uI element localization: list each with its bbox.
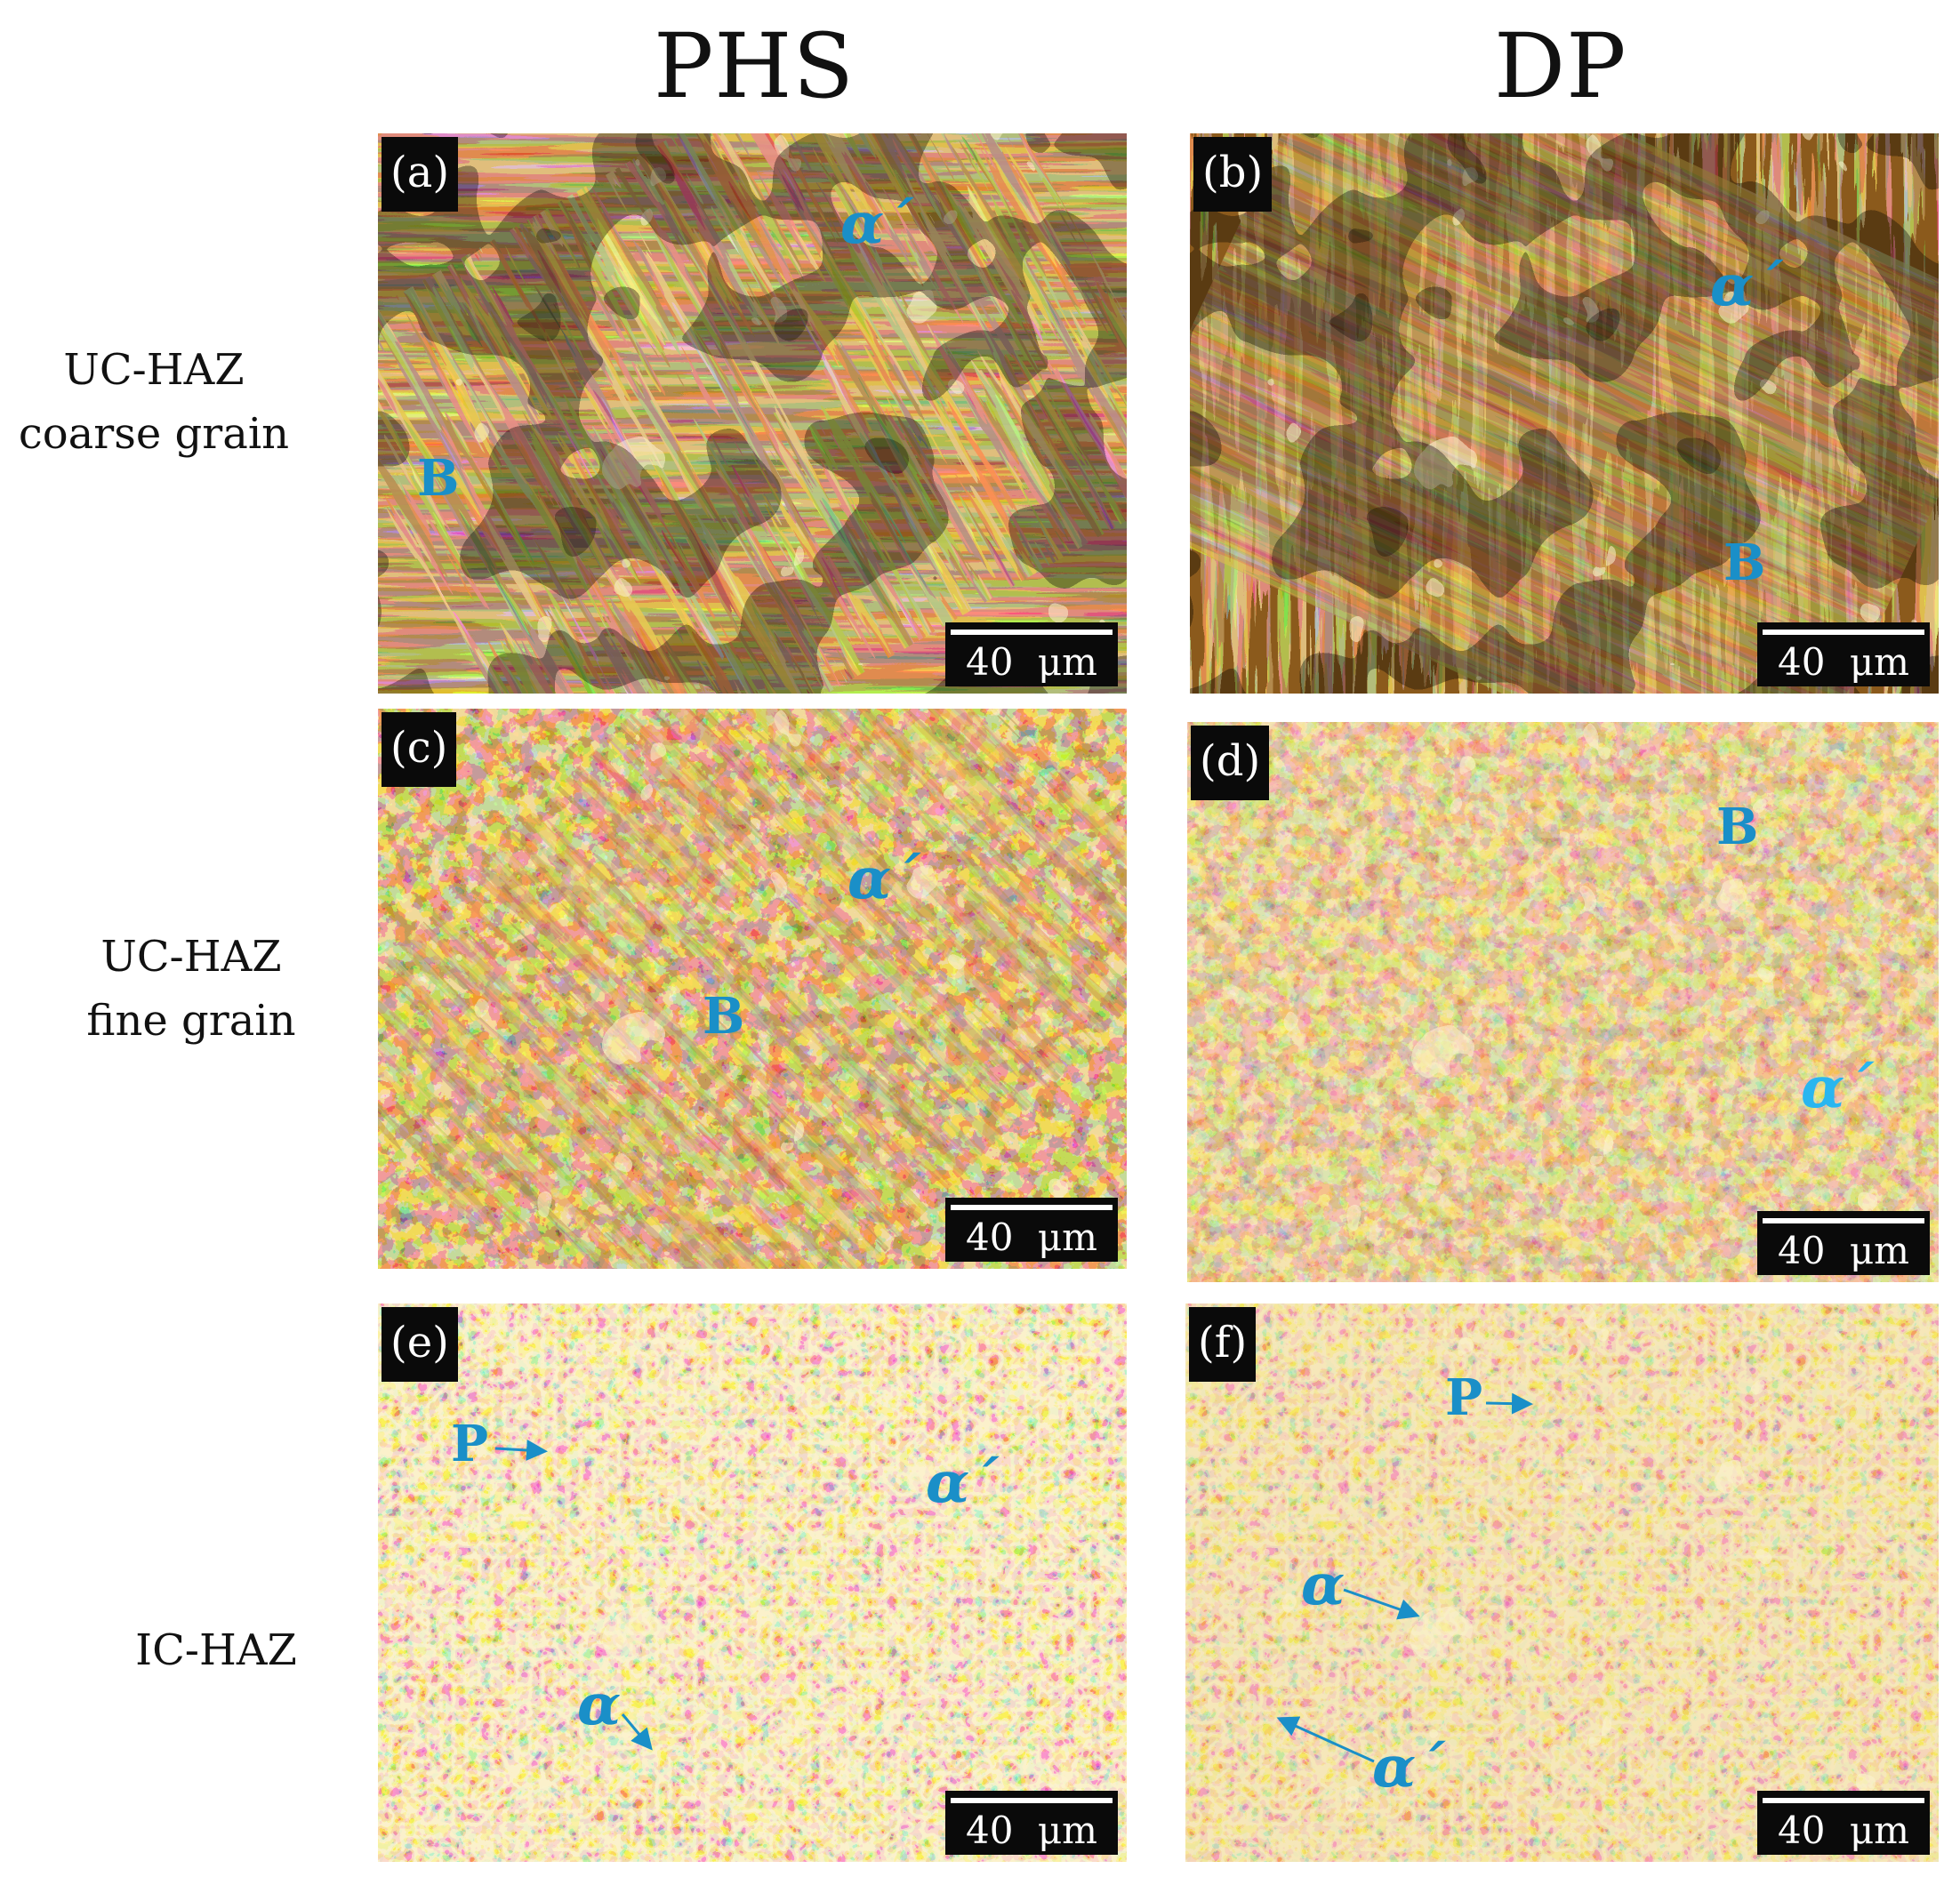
panel-label: (b) xyxy=(1193,137,1273,212)
annotation-ferrite: α xyxy=(1301,1552,1345,1618)
panel-label: (a) xyxy=(382,137,459,212)
annotation-martensite: α´ xyxy=(1372,1734,1445,1801)
row-label-line1: UC-HAZ xyxy=(63,345,245,395)
micrograph-panel-d: (d) B α´ 40 μm xyxy=(1187,722,1939,1282)
micrograph-image-c xyxy=(378,709,1127,1269)
panel-label: (e) xyxy=(382,1307,458,1382)
micrograph-image-b xyxy=(1190,133,1939,694)
column-title-dp: DP xyxy=(1494,14,1627,118)
micrograph-image-e xyxy=(378,1303,1127,1862)
row-label-line2: coarse grain xyxy=(18,409,290,459)
scale-bar-line xyxy=(1763,1218,1924,1223)
scale-bar-line xyxy=(951,1205,1113,1210)
annotation-bainite: B xyxy=(1716,798,1759,856)
row-label-line1: IC-HAZ xyxy=(135,1625,297,1675)
annotation-pearlite: P xyxy=(1445,1368,1483,1427)
scale-bar-label: 40 μm xyxy=(1778,640,1909,684)
micrograph-panel-b: (b) α´ B 40 μm xyxy=(1190,133,1939,694)
scale-bar-line xyxy=(951,630,1113,635)
micrograph-panel-e: (e) P α´ α 40 μm xyxy=(378,1303,1127,1862)
row-label-line2: fine grain xyxy=(86,996,296,1046)
scale-bar-label: 40 μm xyxy=(966,1809,1097,1852)
scale-bar-label: 40 μm xyxy=(1778,1809,1909,1852)
row-label-coarse-grain: UC-HAZ coarse grain xyxy=(7,338,301,466)
micrograph-image-a xyxy=(378,133,1127,694)
scale-bar-line xyxy=(1763,630,1924,635)
scale-bar: 40 μm xyxy=(1757,1791,1930,1855)
column-title-phs: PHS xyxy=(654,14,855,118)
scale-bar-line xyxy=(1763,1798,1924,1803)
micrograph-panel-f: (f) P α α´ 40 μm xyxy=(1185,1303,1939,1862)
row-label-line1: UC-HAZ xyxy=(100,932,282,982)
micrograph-panel-a: (a) α´ B 40 μm xyxy=(378,133,1127,694)
annotation-martensite: α´ xyxy=(926,1449,999,1516)
scale-bar-line xyxy=(951,1798,1113,1803)
scale-bar: 40 μm xyxy=(945,1198,1118,1262)
row-label-fine-grain: UC-HAZ fine grain xyxy=(44,925,338,1053)
scale-bar-label: 40 μm xyxy=(966,640,1097,684)
panel-label: (c) xyxy=(382,712,457,787)
scale-bar-label: 40 μm xyxy=(1778,1229,1909,1272)
scale-bar: 40 μm xyxy=(1757,622,1930,686)
annotation-bainite: B xyxy=(1723,533,1766,592)
scale-bar: 40 μm xyxy=(1757,1211,1930,1275)
micrograph-panel-c: (c) α´ B 40 μm xyxy=(378,709,1127,1269)
panel-label: (f) xyxy=(1189,1307,1257,1382)
scale-bar: 40 μm xyxy=(945,622,1118,686)
scale-bar: 40 μm xyxy=(945,1791,1118,1855)
annotation-bainite: B xyxy=(703,987,745,1046)
annotation-martensite: α´ xyxy=(1710,253,1783,319)
annotation-pearlite: P xyxy=(451,1415,489,1473)
micrograph-image-f xyxy=(1185,1303,1939,1862)
micrograph-image-d xyxy=(1187,722,1939,1282)
annotation-martensite: α´ xyxy=(840,190,913,257)
annotation-bainite: B xyxy=(417,449,460,508)
annotation-ferrite: α xyxy=(577,1672,622,1738)
row-label-ic-haz: IC-HAZ xyxy=(69,1618,363,1682)
scale-bar-label: 40 μm xyxy=(966,1215,1097,1259)
panel-label: (d) xyxy=(1191,726,1270,800)
annotation-martensite: α´ xyxy=(847,846,920,912)
annotation-martensite: α´ xyxy=(1801,1055,1874,1121)
